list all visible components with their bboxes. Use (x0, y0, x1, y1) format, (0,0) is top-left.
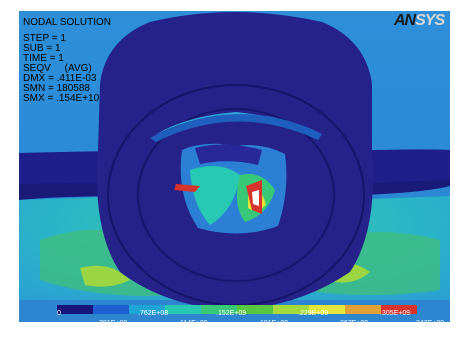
hub-ring-inner (137, 108, 335, 282)
legend-colorbar (57, 305, 417, 314)
legend-segment (57, 305, 93, 314)
legend-segment (237, 305, 273, 314)
legend-segment (93, 305, 129, 314)
plot-header: NODAL SOLUTION (23, 17, 111, 28)
legend-segment (273, 305, 309, 314)
legend-label-bottom-2: .152E+09 (216, 310, 247, 317)
legend-label-top-0: .381E+08 (97, 320, 128, 327)
legend-label-bottom-4: .305E+09 (380, 310, 411, 317)
step-value: STEP = 1 (23, 33, 66, 44)
bore-hot-left (174, 184, 200, 192)
legend-segment (201, 305, 237, 314)
legend-segment (345, 305, 381, 314)
smn-value: SMN = 180588 (23, 83, 90, 94)
legend-label-top-2: .191E+09 (258, 320, 289, 327)
legend-label-top-3: .267E+09 (338, 320, 369, 327)
sub-value: SUB = 1 (23, 43, 61, 54)
dmx-value: DMX = .411E-03 (23, 73, 97, 84)
ansys-logo: ANSYS (394, 12, 445, 30)
logo-part-a: AN (394, 12, 416, 29)
legend-segment (309, 305, 345, 314)
time-value: TIME = 1 (23, 53, 64, 64)
legend-segment (381, 305, 417, 314)
legend-label-top-4: .343E+09 (414, 320, 445, 327)
bore-hot-core (252, 190, 259, 206)
smx-value: SMX = .154E+10 (23, 93, 100, 104)
legend-segment (129, 305, 165, 314)
arc-highlight-outer (150, 113, 322, 142)
base-plate-yellow-left (80, 265, 130, 287)
legend-label-bottom-3: .229E+09 (298, 310, 329, 317)
bore-dark-top (195, 144, 262, 165)
legend-label-bottom-0: 0 (57, 310, 61, 317)
legend-segment (165, 305, 201, 314)
legend-label-bottom-1: .762E+08 (138, 310, 169, 317)
seqv-label: SEQV (AVG) (23, 63, 92, 74)
logo-part-b: SYS (415, 12, 445, 29)
legend-label-top-1: .114E+09 (178, 320, 208, 327)
bore-teal (190, 166, 240, 225)
